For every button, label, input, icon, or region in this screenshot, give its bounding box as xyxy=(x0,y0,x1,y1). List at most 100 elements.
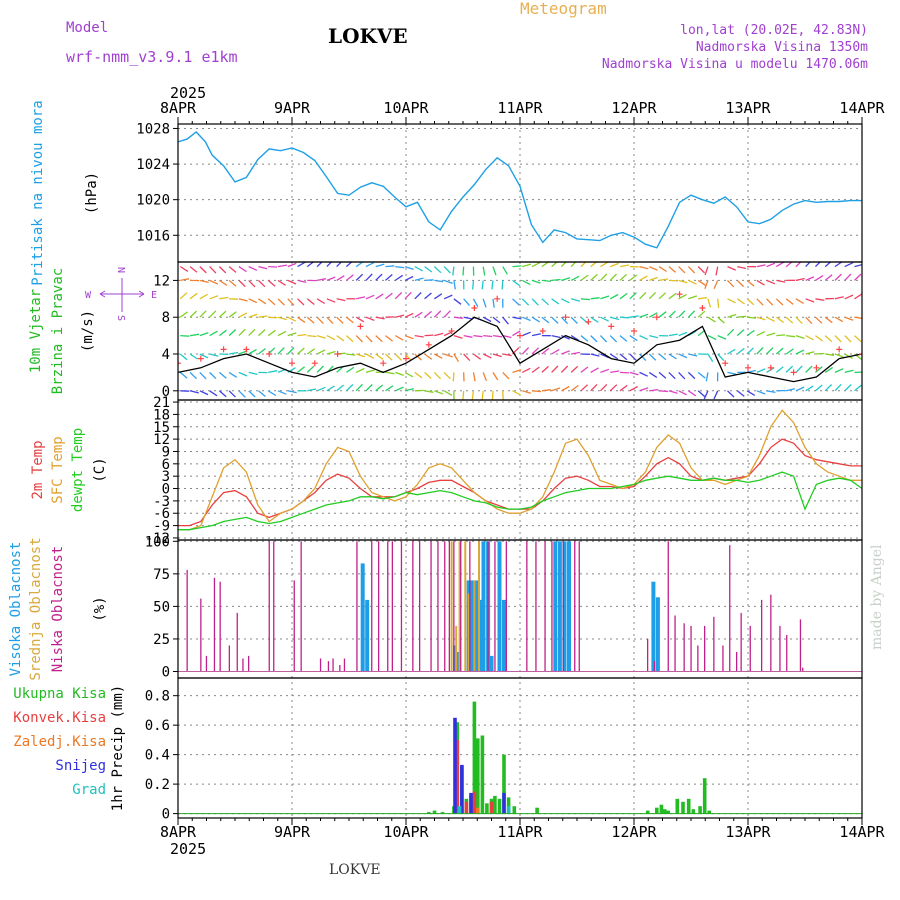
cloud-low-bar xyxy=(729,545,731,672)
wind-arrow xyxy=(600,353,609,359)
wind-arrow xyxy=(629,274,638,281)
wind-arrow xyxy=(678,279,688,284)
gust-point xyxy=(722,360,729,367)
gust-point xyxy=(178,360,181,367)
wind-arrow xyxy=(639,275,648,281)
wind-arrow xyxy=(687,266,696,274)
wind-arrow xyxy=(590,367,599,373)
chart-marks xyxy=(178,131,862,815)
wind-arrow xyxy=(746,390,756,396)
wind-arrow xyxy=(355,367,365,373)
wind-arrow xyxy=(189,310,198,318)
precip-total-bar xyxy=(427,812,431,814)
wind-arrow xyxy=(580,262,587,268)
wind-arrow xyxy=(481,280,484,290)
y-tick-label: 0 xyxy=(162,482,170,498)
wind-arrow xyxy=(531,298,539,306)
wind-arrow xyxy=(609,353,619,360)
precip-total-bar xyxy=(702,778,707,814)
cloud-low-bar xyxy=(236,612,238,672)
wind-arrow xyxy=(705,372,709,382)
gust-point xyxy=(494,295,501,302)
wind-arrow xyxy=(481,390,484,400)
wind-arrow xyxy=(736,298,745,305)
wind-arrow xyxy=(501,280,504,290)
precip-conv-bar xyxy=(472,791,477,814)
wind-arrow xyxy=(209,390,218,397)
gust-point xyxy=(517,332,523,339)
wind-arrow xyxy=(179,353,188,361)
wind-arrow xyxy=(404,334,414,340)
wind-arrow xyxy=(336,275,345,281)
wind-arrow xyxy=(815,275,824,281)
precip-total-bar xyxy=(440,812,445,814)
wind-arrow xyxy=(258,315,268,318)
wind-speed-line xyxy=(178,316,862,383)
wind-arrow xyxy=(306,348,316,355)
cloud-low-bar xyxy=(213,577,216,672)
wind-arrow xyxy=(199,266,207,274)
wind-arrow xyxy=(228,311,237,318)
y-tick-label: 12 xyxy=(153,432,170,448)
wind-arrow xyxy=(854,273,862,281)
x-day-label-bottom: 8APR xyxy=(160,823,197,841)
wind-arrow xyxy=(287,262,297,268)
wind-arrow xyxy=(345,262,353,268)
wind-arrow xyxy=(678,266,686,274)
wind-arrow xyxy=(678,293,687,300)
wind-arrow xyxy=(326,350,336,355)
wind-arrow xyxy=(414,292,422,300)
wind-arrow xyxy=(326,385,335,392)
wind-arrow xyxy=(238,266,247,273)
wind-arrow xyxy=(522,263,532,268)
precip-snow-bar xyxy=(460,764,464,814)
wind-arrow xyxy=(267,329,276,337)
precip-total-bar xyxy=(497,798,502,814)
wind-arrow xyxy=(629,353,637,361)
cloud-low-bar xyxy=(749,625,751,672)
wind-arrow xyxy=(521,279,531,286)
y-tick-label: 1016 xyxy=(136,228,170,244)
wind-arrow xyxy=(502,371,510,380)
wind-arrow xyxy=(570,262,577,268)
cloud-low-bar xyxy=(505,541,507,672)
cloud-mid-bar xyxy=(478,541,480,672)
wind-arrow xyxy=(238,371,248,377)
wind-arrow xyxy=(375,384,384,392)
wind-arrow xyxy=(648,371,658,378)
cloud-low-bar xyxy=(356,541,358,672)
panel-frames xyxy=(173,117,863,825)
y-tick-label: 50 xyxy=(153,599,170,615)
wind-arrow xyxy=(746,298,755,306)
cloud-low-bar xyxy=(690,625,692,672)
wind-arrow xyxy=(746,279,755,287)
wind-arrow xyxy=(443,353,453,358)
wind-arrow xyxy=(463,334,473,338)
wind-arrow xyxy=(395,265,405,269)
x-day-label-top: 10APR xyxy=(383,99,429,117)
wind-arrow xyxy=(522,316,531,322)
wind-arrow xyxy=(834,335,842,343)
wind-arrow xyxy=(648,353,657,361)
wind-arrow xyxy=(345,316,354,324)
cloud-high-bar xyxy=(651,581,656,672)
wind-arrow xyxy=(688,295,698,300)
wind-arrow xyxy=(404,387,414,392)
wind-arrow xyxy=(483,334,493,338)
wind-arrow xyxy=(473,334,483,338)
wind-arrow xyxy=(737,265,747,270)
wind-arrow xyxy=(766,347,774,355)
wind-arrow xyxy=(766,316,775,322)
wind-arrow xyxy=(561,277,571,282)
wind-arrow xyxy=(404,291,412,300)
wind-arrow xyxy=(316,365,324,373)
wind-arrow xyxy=(599,273,608,281)
compass-s: S xyxy=(115,315,126,321)
cloud-low-bar xyxy=(779,625,781,672)
wind-arrow xyxy=(795,298,804,304)
wind-arrow xyxy=(492,298,495,308)
wind-arrow xyxy=(756,368,766,373)
wind-arrow xyxy=(649,266,658,271)
wind-arrow xyxy=(629,292,637,300)
wind-arrow xyxy=(248,279,256,288)
